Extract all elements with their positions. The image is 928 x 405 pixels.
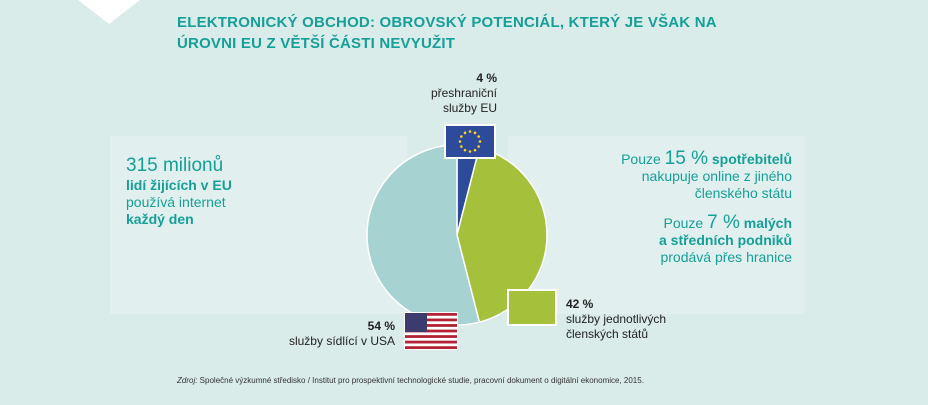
stat-line-2: a středních podniků — [658, 232, 792, 248]
stat-line-4: každý den — [126, 211, 194, 227]
pie-slice-1 — [456, 146, 548, 324]
stat-line-2: nakupuje online z jiného — [641, 168, 792, 184]
right-info-panel — [508, 136, 805, 314]
stat-line-3: prodává přes hranice — [660, 249, 792, 265]
eu-star — [468, 150, 472, 153]
eu-star — [477, 145, 480, 148]
slice-label-line-2: služby EU — [442, 101, 497, 115]
eu-star — [468, 130, 472, 133]
eu-star — [478, 140, 482, 143]
stat-bold-text: spotřebitelů — [707, 151, 792, 167]
eu-star — [473, 148, 477, 152]
source-note: Zdroj: Společné výzkumné středisko / Ins… — [177, 376, 644, 385]
usa-stripe — [405, 318, 457, 322]
internet-users-stat: 315 milionů lidí žijících v EU používá i… — [126, 155, 232, 228]
slice-percent: 4 % — [476, 71, 497, 85]
slice-label-line-1: přeshraniční — [430, 86, 497, 100]
slice-label-line-1: služby sídlící v USA — [288, 334, 395, 348]
usa-stripe — [405, 346, 457, 349]
consumers-stat: Pouze 15 % spotřebitelů nakupuje online … — [621, 148, 792, 202]
usa-stripe — [405, 313, 457, 316]
title-line-2: ÚROVNI EU Z VĚTŠÍ ČÁSTI NEVYUŽIT — [177, 35, 456, 52]
stat-line-3: používá internet — [126, 194, 226, 210]
eu-flag-icon — [444, 124, 496, 159]
eu-star — [460, 145, 463, 148]
stat-line-3: členského státu — [694, 185, 792, 201]
slice-percent: 42 % — [566, 297, 594, 311]
stat-big-number: 315 milionů — [126, 155, 224, 176]
eu-services-label: 4 % přeshraniční služby EU — [431, 71, 497, 116]
source-text: Společné výzkumné středisko / Institut p… — [197, 376, 644, 385]
usa-services-label: 54 % služby sídlící v USA — [289, 319, 395, 349]
source-label: Zdroj: — [177, 376, 198, 385]
corner-notch — [78, 0, 140, 24]
usa-stripe — [405, 335, 457, 338]
usa-stripe — [405, 324, 457, 327]
eu-star — [458, 140, 462, 143]
usa-flag-icon — [404, 312, 458, 350]
eu-star — [463, 148, 467, 152]
stat-bold-text: malých — [739, 215, 792, 231]
eu-star — [460, 135, 463, 138]
stat-number: 15 % — [664, 148, 708, 169]
left-info-panel — [110, 136, 407, 314]
page-title: ELEKTRONICKÝ OBCHOD: OBROVSKÝ POTENCIÁL,… — [177, 12, 777, 54]
eu-star — [463, 131, 467, 135]
usa-stripe — [405, 340, 457, 344]
member-states-label: 42 % služby jednotlivých členských států — [566, 297, 666, 342]
title-line-1: ELEKTRONICKÝ OBCHOD: OBROVSKÝ POTENCIÁL,… — [177, 14, 717, 31]
sme-stat: Pouze 7 % malých a středních podniků pro… — [658, 212, 792, 266]
eu-star — [473, 131, 477, 135]
stat-line-2: lidí žijících v EU — [126, 177, 232, 193]
eu-star — [477, 135, 480, 138]
stat-number: 7 % — [707, 212, 740, 233]
slice-label-line-2: členských států — [566, 327, 649, 341]
stat-prefix: Pouze — [621, 151, 665, 167]
slice-percent: 54 % — [367, 319, 395, 333]
usa-stripe — [405, 329, 457, 333]
stat-prefix: Pouze — [663, 215, 708, 231]
slice-label-line-1: služby jednotlivých — [566, 312, 667, 326]
green-square-icon — [507, 289, 557, 326]
